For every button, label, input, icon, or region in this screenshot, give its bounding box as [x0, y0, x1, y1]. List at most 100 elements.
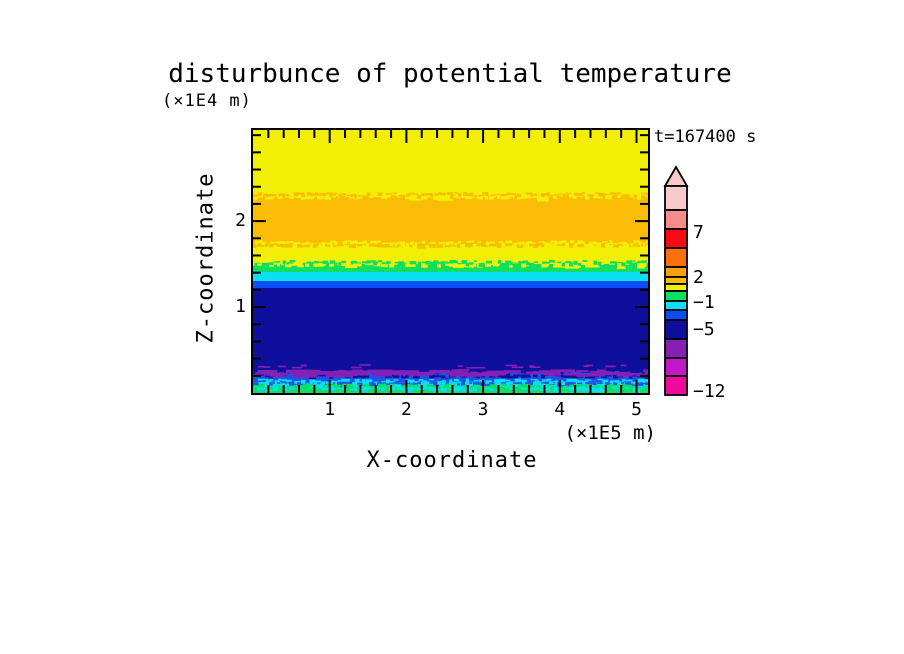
x-tick-label: 2: [400, 399, 412, 420]
colorbar-segment-0: [664, 185, 688, 211]
band-yellow-mid: [253, 244, 648, 265]
x-major-tick: [482, 130, 485, 143]
y-minor-tick: [640, 134, 648, 137]
x-minor-tick: [344, 130, 347, 138]
y-axis-title: Z-coordinate: [193, 172, 219, 344]
x-minor-tick: [620, 385, 623, 393]
y-minor-tick: [253, 202, 261, 205]
y-minor-tick: [640, 374, 648, 377]
x-minor-tick: [574, 130, 577, 138]
colorbar-label: 7: [693, 222, 704, 243]
x-minor-tick: [589, 385, 592, 393]
colorbar-segment-9: [664, 309, 688, 321]
y-minor-tick: [253, 357, 261, 360]
y-minor-tick: [253, 185, 261, 188]
x-axis-title: X-coordinate: [366, 448, 538, 473]
y-minor-tick: [640, 168, 648, 171]
x-minor-tick: [282, 130, 285, 138]
x-minor-tick: [374, 385, 377, 393]
x-major-tick: [558, 380, 561, 393]
y-tick-label: 2: [235, 210, 246, 232]
x-minor-tick: [313, 130, 316, 138]
x-minor-tick: [512, 130, 515, 138]
x-minor-tick: [298, 385, 301, 393]
x-tick-label: 1: [324, 399, 336, 420]
y-minor-tick: [253, 323, 261, 326]
y-minor-tick: [253, 151, 261, 154]
colorbar-segment-3: [664, 247, 688, 268]
x-axis-unit-label: (×1E5 m): [564, 422, 656, 444]
x-major-tick: [635, 130, 638, 143]
band-yellow-upper: [253, 130, 648, 198]
x-minor-tick: [604, 130, 607, 138]
y-minor-tick: [253, 254, 261, 257]
x-minor-tick: [620, 130, 623, 138]
colorbar-segment-13: [664, 375, 688, 396]
colorbar-label: −12: [693, 381, 726, 402]
x-minor-tick: [466, 385, 469, 393]
x-tick-label: 5: [631, 399, 642, 420]
x-minor-tick: [436, 130, 439, 138]
colorbar-segment-2: [664, 228, 688, 249]
colorbar-segment-4: [664, 266, 688, 278]
band-navy-main: [253, 288, 648, 369]
x-minor-tick: [390, 130, 393, 138]
colorbar-segment-5: [664, 276, 688, 285]
y-minor-tick: [253, 134, 261, 137]
y-minor-tick: [253, 374, 261, 377]
y-major-tick: [253, 220, 266, 223]
band-cyan-lower: [253, 382, 648, 389]
x-minor-tick: [313, 385, 316, 393]
x-minor-tick: [390, 385, 393, 393]
colorbar-tip: [663, 165, 689, 187]
x-major-tick: [558, 130, 561, 143]
y-minor-tick: [640, 254, 648, 257]
y-major-tick: [635, 220, 648, 223]
x-major-tick: [328, 380, 331, 393]
x-minor-tick: [267, 385, 270, 393]
band-green-mid: [253, 264, 648, 274]
band-cyan-mid: [253, 272, 648, 282]
x-minor-tick: [528, 385, 531, 393]
x-minor-tick: [466, 130, 469, 138]
band-blue-mid: [253, 281, 648, 289]
y-minor-tick: [640, 357, 648, 360]
chart-title: disturbunce of potential temperature: [168, 59, 732, 89]
x-minor-tick: [451, 130, 454, 138]
x-minor-tick: [359, 385, 362, 393]
y-minor-tick: [640, 340, 648, 343]
x-minor-tick: [528, 130, 531, 138]
colorbar-label: −1: [693, 292, 715, 313]
y-minor-tick: [640, 288, 648, 291]
y-minor-tick: [640, 271, 648, 274]
x-minor-tick: [497, 130, 500, 138]
x-major-tick: [482, 380, 485, 393]
contour-bands-svg: [253, 130, 648, 393]
x-minor-tick: [282, 385, 285, 393]
x-minor-tick: [543, 130, 546, 138]
y-minor-tick: [640, 237, 648, 240]
plot-area: [251, 128, 650, 395]
x-major-tick: [405, 130, 408, 143]
x-minor-tick: [512, 385, 515, 393]
y-minor-tick: [253, 237, 261, 240]
x-tick-label: 3: [477, 399, 489, 420]
colorbar-segment-10: [664, 319, 688, 340]
colorbar-label: −5: [693, 319, 715, 340]
colorbar-segment-6: [664, 283, 688, 292]
y-tick-label: 1: [235, 296, 246, 318]
x-tick-label: 4: [554, 399, 566, 420]
y-minor-tick: [253, 168, 261, 171]
x-minor-tick: [436, 385, 439, 393]
y-axis-unit-label: (×1E4 m): [162, 91, 252, 111]
y-minor-tick: [253, 340, 261, 343]
colorbar-segment-1: [664, 209, 688, 230]
colorbar-segment-7: [664, 290, 688, 302]
time-label: t=167400 s: [654, 127, 757, 147]
y-minor-tick: [253, 288, 261, 291]
colorbar-segment-8: [664, 300, 688, 311]
y-minor-tick: [640, 323, 648, 326]
x-minor-tick: [298, 130, 301, 138]
y-major-tick: [253, 306, 266, 309]
